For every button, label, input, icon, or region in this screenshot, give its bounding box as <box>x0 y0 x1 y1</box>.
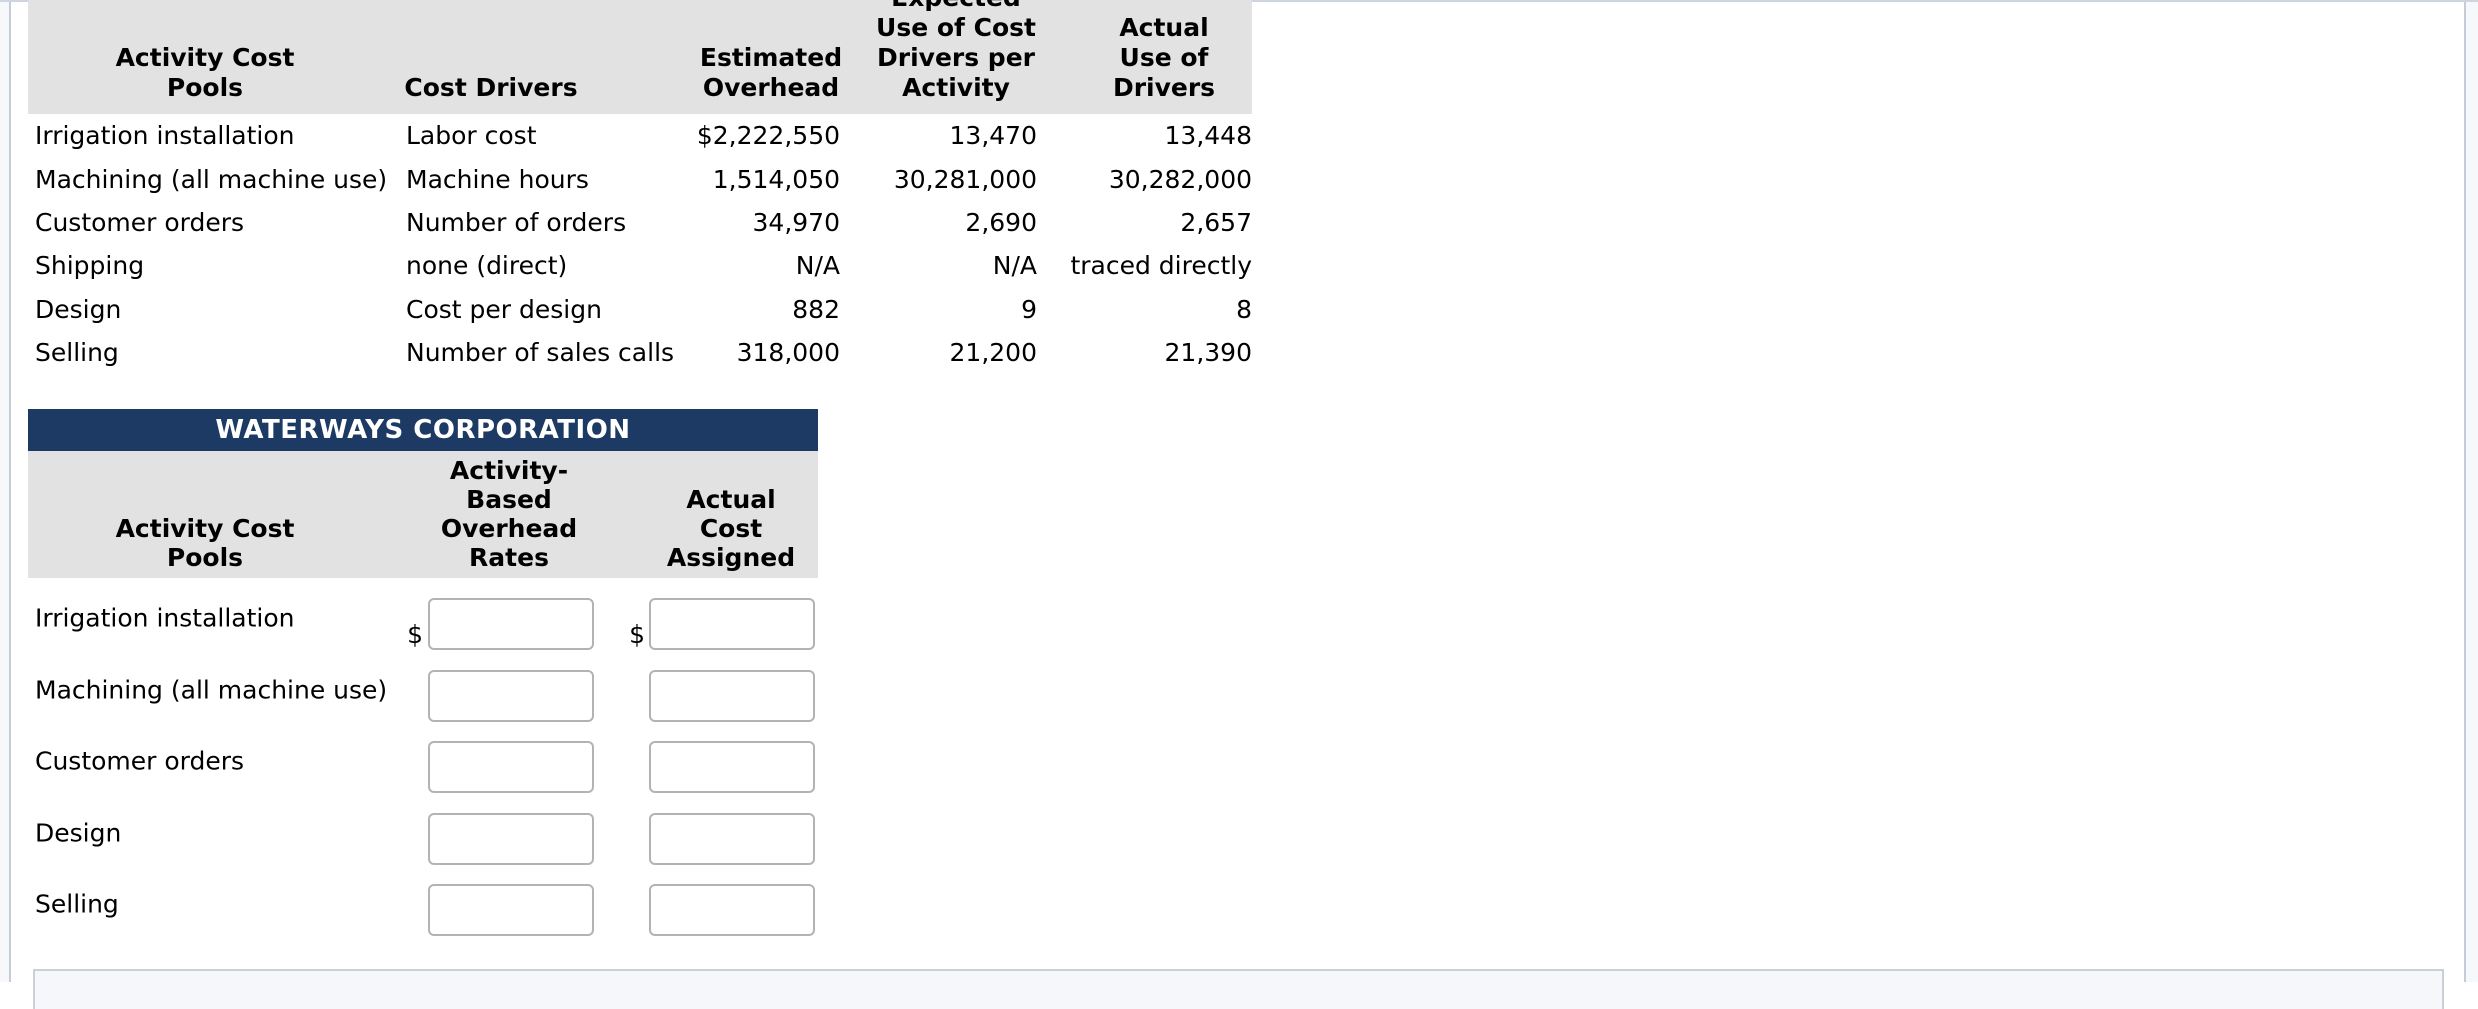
cost-driver-value: Labor cost <box>406 121 537 151</box>
actual-use-value: 13,448 <box>1164 121 1252 151</box>
next-section-panel <box>33 969 2444 1009</box>
expected-use-value: N/A <box>992 251 1037 281</box>
answer-row-machining: Machining (all machine use) <box>28 650 818 722</box>
activity-pool-label: Irrigation installation <box>35 121 295 151</box>
page-right-margin <box>2466 2 2478 982</box>
answer-table-header: Activity Cost Pools Activity- Based Over… <box>28 451 818 578</box>
activity-pool-label: Design <box>35 294 122 324</box>
activity-pool-label: Selling <box>35 338 119 368</box>
actual-cost-input[interactable] <box>649 741 815 794</box>
answer-row-customer-orders: Customer orders <box>28 721 818 794</box>
actual-use-value: 21,390 <box>1164 338 1252 368</box>
company-title-bar: WATERWAYS CORPORATION <box>28 409 818 451</box>
expected-use-value: 2,690 <box>965 207 1037 237</box>
expected-use-value: 9 <box>1021 294 1037 324</box>
answer-row-selling: Selling <box>28 864 818 937</box>
estimated-overhead-value: N/A <box>795 251 840 281</box>
panel-left-border <box>9 2 11 982</box>
actual-use-value: 8 <box>1236 294 1252 324</box>
page-left-margin <box>0 2 9 982</box>
header-expected-use-of-cost-drivers: Expected Use of Cost Drivers per Activit… <box>876 0 1036 102</box>
activity-pool-label: Selling <box>35 889 119 919</box>
answer-row-irrigation: Irrigation installation $ $ <box>28 578 818 650</box>
actual-use-value: traced directly <box>1070 251 1252 281</box>
activity-overview-header: Activity Cost Pools Cost Drivers Estimat… <box>28 0 1252 114</box>
estimated-overhead-value: 1,514,050 <box>712 164 840 194</box>
estimated-overhead-value: $2,222,550 <box>696 121 840 151</box>
answer-table-body: Irrigation installation $ $ Machining (a… <box>28 578 818 937</box>
table-row: Selling Number of sales calls 318,000 21… <box>28 331 1252 374</box>
activity-overview-table: Activity Cost Pools Cost Drivers Estimat… <box>28 0 1252 374</box>
cost-driver-value: Number of orders <box>406 207 627 237</box>
actual-use-value: 2,657 <box>1180 207 1252 237</box>
table-row: Machining (all machine use) Machine hour… <box>28 157 1252 200</box>
waterways-answer-table: WATERWAYS CORPORATION Activity Cost Pool… <box>28 409 818 937</box>
header-activity-cost-pools: Activity Cost Pools <box>115 514 295 572</box>
actual-cost-input[interactable] <box>649 669 815 722</box>
header-activity-based-overhead-rates: Activity- Based Overhead Rates <box>440 456 578 572</box>
actual-cost-input[interactable] <box>649 598 815 650</box>
activity-pool-label: Shipping <box>35 251 145 281</box>
cost-driver-value: Cost per design <box>406 294 602 324</box>
estimated-overhead-value: 318,000 <box>736 338 840 368</box>
cost-driver-value: Number of sales calls <box>406 338 675 368</box>
table-row: Design Cost per design 882 9 8 <box>28 288 1252 331</box>
expected-use-value: 21,200 <box>949 338 1037 368</box>
activity-pool-label: Customer orders <box>35 746 245 776</box>
table-row: Irrigation installation Labor cost $2,22… <box>28 114 1252 157</box>
activity-pool-label: Machining (all machine use) <box>35 164 388 194</box>
header-actual-cost-assigned: Actual Cost Assigned <box>666 485 796 572</box>
activity-pool-label: Irrigation installation <box>35 603 295 633</box>
expected-use-value: 13,470 <box>949 121 1037 151</box>
expected-use-value: 30,281,000 <box>893 164 1037 194</box>
table-row: Customer orders Number of orders 34,970 … <box>28 201 1252 244</box>
overhead-rate-input[interactable] <box>428 598 594 650</box>
activity-pool-label: Machining (all machine use) <box>35 675 388 705</box>
activity-pool-label: Customer orders <box>35 207 245 237</box>
header-activity-cost-pools: Activity Cost Pools <box>115 43 295 102</box>
overhead-rate-input[interactable] <box>428 741 594 794</box>
header-estimated-overhead: Estimated Overhead <box>699 43 843 102</box>
header-actual-use-of-drivers: Actual Use of Drivers <box>1112 13 1216 102</box>
overhead-rate-input[interactable] <box>428 884 594 937</box>
dollar-sign: $ <box>629 620 645 649</box>
cost-driver-value: Machine hours <box>406 164 589 194</box>
actual-use-value: 30,282,000 <box>1108 164 1252 194</box>
actual-cost-input[interactable] <box>649 812 815 865</box>
panel-right-border <box>2464 2 2466 982</box>
estimated-overhead-value: 882 <box>792 294 840 324</box>
answer-row-design: Design <box>28 793 818 865</box>
header-cost-drivers: Cost Drivers <box>404 73 578 102</box>
actual-cost-input[interactable] <box>649 884 815 937</box>
activity-pool-label: Design <box>35 818 122 848</box>
cost-driver-value: none (direct) <box>406 251 568 281</box>
overhead-rate-input[interactable] <box>428 812 594 865</box>
activity-overview-body: Irrigation installation Labor cost $2,22… <box>28 114 1252 374</box>
dollar-sign: $ <box>407 620 423 649</box>
table-row: Shipping none (direct) N/A N/A traced di… <box>28 244 1252 287</box>
overhead-rate-input[interactable] <box>428 669 594 722</box>
estimated-overhead-value: 34,970 <box>752 207 840 237</box>
